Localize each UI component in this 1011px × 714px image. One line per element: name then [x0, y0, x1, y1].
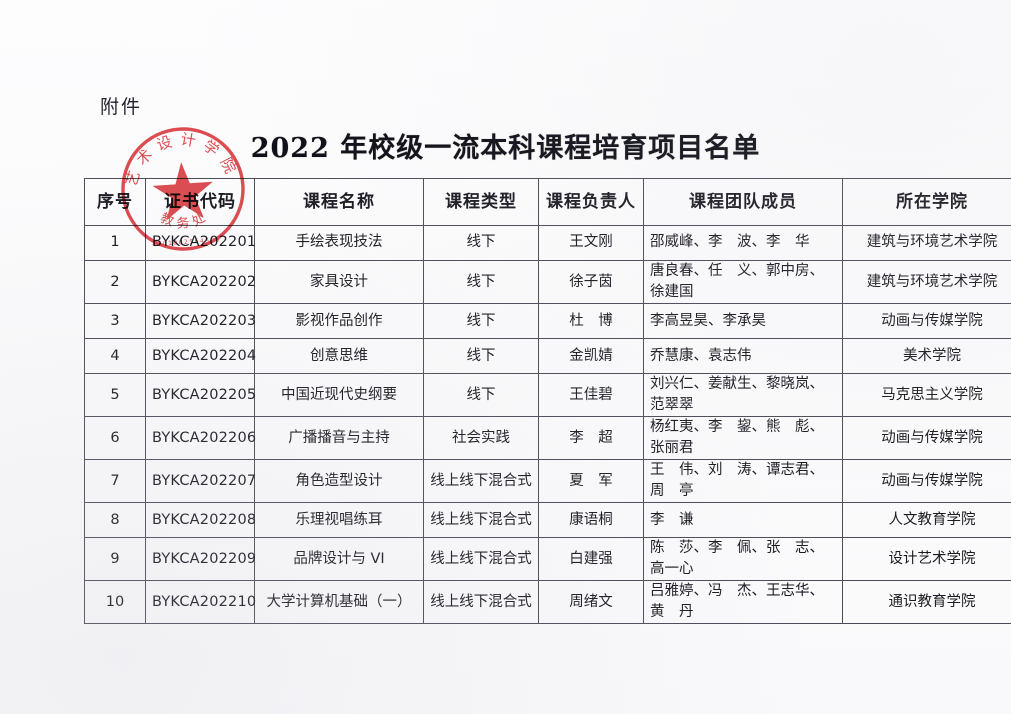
cell-owner: 王佳碧 — [538, 373, 644, 418]
cell-college: 通识教育学院 — [842, 580, 1011, 625]
cell-team: 邵威峰、李 波、李 华 — [643, 225, 843, 261]
cell-course: 家具设计 — [254, 259, 424, 305]
cell-index: 7 — [84, 459, 146, 504]
table-row: 7 BYKCA202207 角色造型设计 线上线下混合式 夏 军 王 伟、刘 涛… — [84, 459, 1011, 504]
cell-index: 8 — [84, 502, 146, 539]
cell-course: 中国近现代史纲要 — [254, 373, 424, 418]
table-row: 2 BYKCA202202 家具设计 线下 徐子茵 唐良春、任 义、郭中房、徐建… — [84, 259, 1011, 305]
cell-owner: 夏 军 — [538, 459, 644, 504]
cell-owner: 王文刚 — [538, 225, 644, 261]
cell-index: 1 — [84, 225, 146, 261]
cell-type: 线上线下混合式 — [423, 580, 539, 625]
cell-college: 动画与传媒学院 — [842, 459, 1011, 504]
cell-team: 杨红夷、李 鋆、熊 彪、张丽君 — [643, 416, 843, 461]
cell-course: 广播播音与主持 — [254, 416, 424, 461]
table-row: 10 BYKCA202210 大学计算机基础（一） 线上线下混合式 周绪文 吕雅… — [84, 580, 1011, 625]
cell-college: 马克思主义学院 — [842, 373, 1011, 418]
cell-index: 4 — [84, 338, 146, 375]
cell-type: 线下 — [423, 338, 539, 375]
cell-college: 设计艺术学院 — [842, 537, 1011, 582]
cell-type: 线下 — [423, 303, 539, 340]
cell-team: 王 伟、刘 涛、谭志君、周 亭 — [643, 459, 843, 504]
cell-team: 吕雅婷、冯 杰、王志华、黄 丹 — [643, 580, 843, 625]
cell-code: BYKCA202205 — [145, 373, 256, 418]
table-row: 1 BYKCA202201 手绘表现技法 线下 王文刚 邵威峰、李 波、李 华 … — [84, 225, 1011, 261]
cell-owner: 周绪文 — [538, 580, 644, 625]
page-title: 2022 年校级一流本科课程培育项目名单 — [250, 133, 761, 164]
cell-code: BYKCA202206 — [145, 416, 256, 461]
column-header-college: 所在学院 — [842, 178, 1011, 226]
cell-code: BYKCA202201 — [145, 225, 256, 261]
column-header-course: 课程名称 — [254, 178, 424, 226]
table-header-row: 序号 证书代码 课程名称 课程类型 课程负责人 课程团队成员 所在学院 — [84, 178, 1011, 226]
cell-type: 线上线下混合式 — [423, 502, 539, 539]
cell-owner: 康语桐 — [538, 502, 644, 539]
table-row: 3 BYKCA202203 影视作品创作 线下 杜 博 李高昱昊、李承昊 动画与… — [84, 303, 1011, 340]
cell-course: 大学计算机基础（一） — [254, 580, 424, 625]
cell-course: 影视作品创作 — [254, 303, 424, 340]
cell-college: 人文教育学院 — [842, 502, 1011, 539]
cell-code: BYKCA202210 — [145, 580, 256, 625]
cell-owner: 金凯婧 — [538, 338, 644, 375]
column-header-owner: 课程负责人 — [538, 178, 644, 226]
cell-index: 6 — [84, 416, 146, 461]
cell-owner: 杜 博 — [538, 303, 644, 340]
cell-team: 陈 莎、李 佩、张 志、高一心 — [643, 537, 843, 582]
column-header-type: 课程类型 — [423, 178, 539, 226]
attachment-label: 附件 — [100, 96, 143, 118]
cell-code: BYKCA202203 — [145, 303, 256, 340]
cell-college: 动画与传媒学院 — [842, 416, 1011, 461]
column-header-team: 课程团队成员 — [643, 178, 843, 226]
cell-code: BYKCA202204 — [145, 338, 256, 375]
cell-college: 建筑与环境艺术学院 — [842, 225, 1011, 261]
course-list-table: 序号 证书代码 课程名称 课程类型 课程负责人 课程团队成员 所在学院 1 BY… — [84, 178, 1011, 625]
cell-code: BYKCA202208 — [145, 502, 256, 539]
cell-code: BYKCA202207 — [145, 459, 256, 504]
cell-index: 3 — [84, 303, 146, 340]
cell-course: 角色造型设计 — [254, 459, 424, 504]
column-header-index: 序号 — [84, 178, 146, 226]
column-header-code: 证书代码 — [145, 178, 255, 226]
cell-owner: 李 超 — [538, 416, 644, 461]
table-row: 9 BYKCA202209 品牌设计与 VI 线上线下混合式 白建强 陈 莎、李… — [84, 537, 1011, 582]
table-row: 5 BYKCA202205 中国近现代史纲要 线下 王佳碧 刘兴仁、姜献生、黎晓… — [84, 373, 1011, 418]
cell-type: 线下 — [423, 373, 539, 418]
cell-type: 线上线下混合式 — [423, 459, 539, 504]
cell-course: 创意思维 — [254, 338, 424, 375]
cell-owner: 白建强 — [538, 537, 644, 582]
cell-code: BYKCA202202 — [145, 259, 256, 305]
cell-type: 社会实践 — [423, 416, 539, 461]
cell-type: 线上线下混合式 — [423, 537, 539, 582]
cell-index: 2 — [84, 259, 146, 305]
cell-type: 线下 — [423, 259, 539, 305]
cell-course: 品牌设计与 VI — [254, 537, 424, 582]
cell-college: 动画与传媒学院 — [842, 303, 1011, 340]
cell-team: 唐良春、任 义、郭中房、徐建国 — [643, 259, 843, 305]
cell-team: 李 谦 — [643, 502, 843, 539]
cell-index: 9 — [84, 537, 146, 582]
cell-college: 建筑与环境艺术学院 — [842, 259, 1011, 305]
cell-index: 10 — [84, 580, 146, 625]
cell-team: 李高昱昊、李承昊 — [643, 303, 843, 340]
cell-course: 乐理视唱练耳 — [254, 502, 424, 539]
cell-type: 线下 — [423, 225, 539, 261]
cell-team: 乔慧康、袁志伟 — [643, 338, 843, 375]
cell-college: 美术学院 — [842, 338, 1011, 375]
cell-course: 手绘表现技法 — [254, 225, 424, 261]
cell-owner: 徐子茵 — [538, 259, 644, 305]
cell-code: BYKCA202209 — [145, 537, 256, 582]
table-row: 8 BYKCA202208 乐理视唱练耳 线上线下混合式 康语桐 李 谦 人文教… — [84, 502, 1011, 539]
table-row: 4 BYKCA202204 创意思维 线下 金凯婧 乔慧康、袁志伟 美术学院 — [84, 338, 1011, 375]
cell-index: 5 — [84, 373, 146, 418]
cell-team: 刘兴仁、姜献生、黎晓岚、范翠翠 — [643, 373, 843, 418]
table-row: 6 BYKCA202206 广播播音与主持 社会实践 李 超 杨红夷、李 鋆、熊… — [84, 416, 1011, 461]
